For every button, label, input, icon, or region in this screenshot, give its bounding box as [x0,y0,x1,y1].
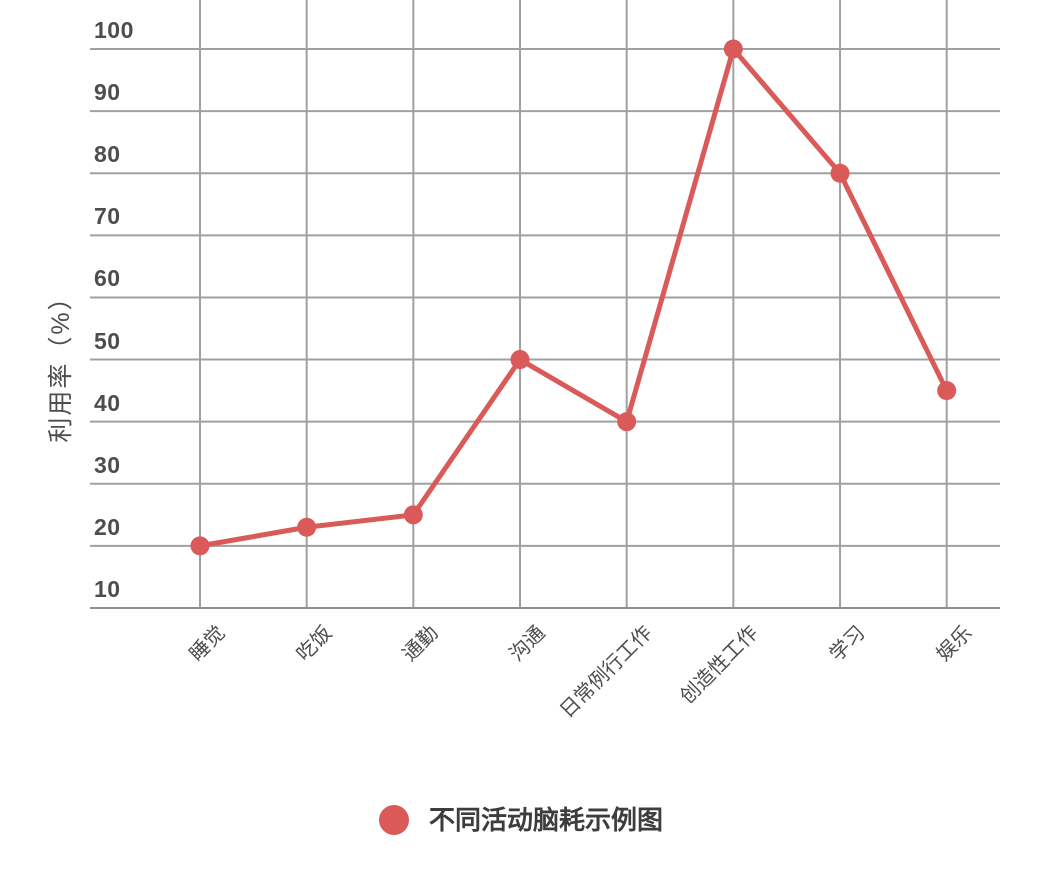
y-tick-label: 70 [94,203,121,230]
y-tick-label: 10 [94,576,121,602]
data-point-marker [937,381,957,401]
y-tick-label: 50 [94,327,121,354]
y-tick-label: 20 [94,513,121,540]
y-axis-title: 利用率（%） [47,283,75,443]
y-tick-label: 40 [94,389,121,416]
y-tick-label: 100 [94,17,134,43]
data-point-marker [723,39,743,59]
data-point-marker [617,412,637,432]
legend-label: 不同活动脑耗示例图 [428,805,663,835]
series-line [197,46,950,549]
legend-marker-icon [378,805,409,835]
data-point-marker [403,505,423,525]
y-tick-label: 90 [94,79,121,106]
data-point-marker [830,163,850,183]
y-tick-label: 80 [94,141,121,168]
data-point-marker [510,350,530,370]
data-point-marker [190,536,210,556]
legend: 不同活动脑耗示例图 [0,805,1042,835]
y-tick-label: 30 [94,451,121,478]
data-point-marker [297,517,317,537]
y-tick-label: 60 [94,265,121,292]
